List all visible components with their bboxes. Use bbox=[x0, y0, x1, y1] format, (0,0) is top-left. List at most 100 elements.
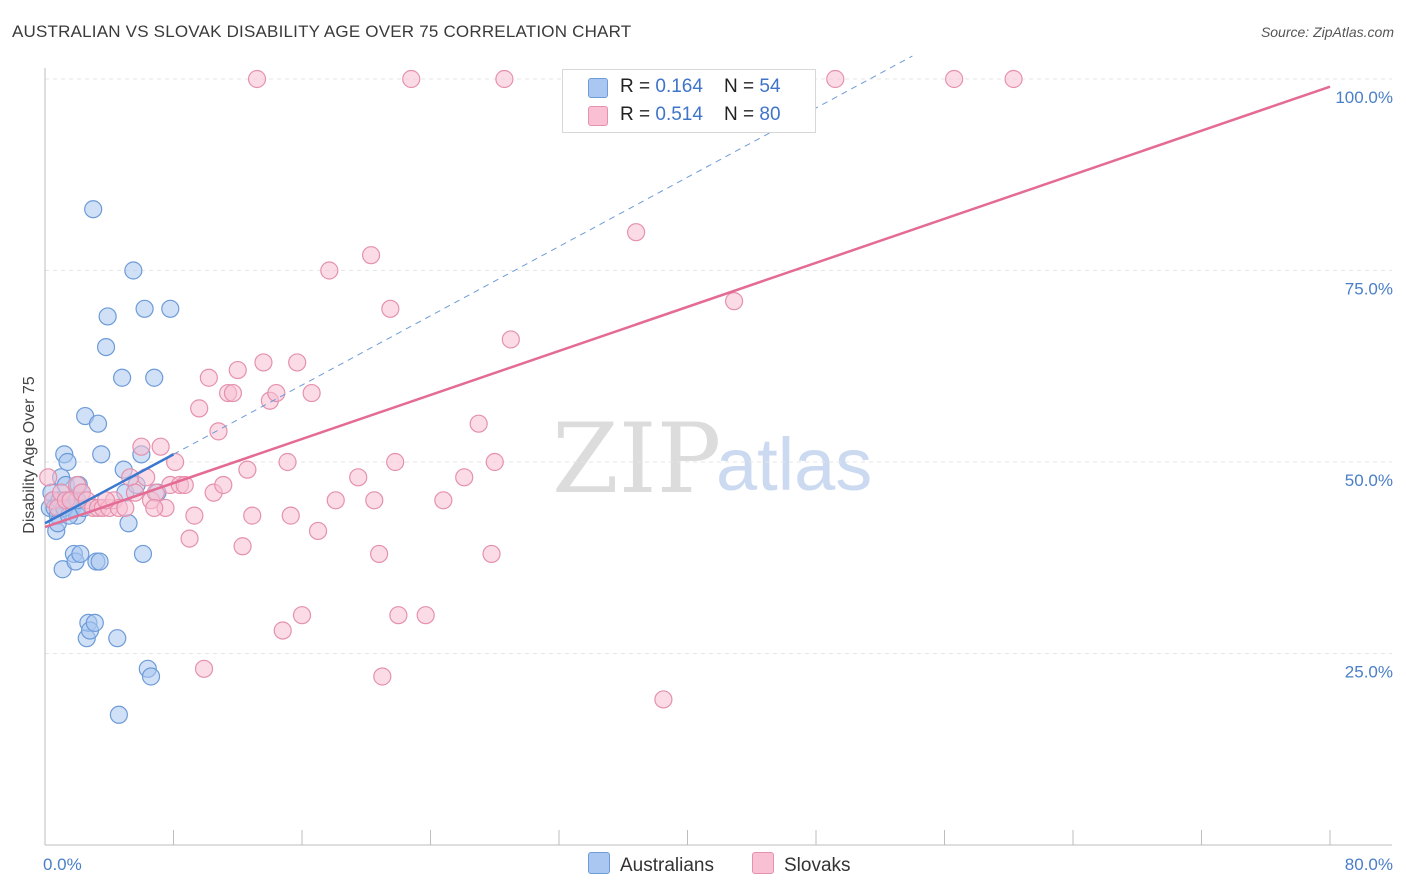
watermark-zip: ZIP bbox=[552, 403, 721, 515]
data-point bbox=[302, 383, 321, 403]
watermark: ZIP atlas bbox=[552, 403, 872, 515]
trend-lines bbox=[44, 55, 1331, 529]
data-point bbox=[180, 529, 199, 548]
data-point bbox=[132, 437, 151, 456]
data-points bbox=[39, 69, 1023, 724]
data-point bbox=[119, 514, 138, 533]
r-label: R = bbox=[620, 104, 656, 125]
x-tick-label: 0.0% bbox=[43, 855, 82, 874]
data-point bbox=[1004, 69, 1023, 89]
legend-swatch-slovaks bbox=[588, 106, 608, 126]
legend-swatch-australians bbox=[588, 78, 608, 98]
data-point bbox=[98, 307, 117, 326]
bottom-legend-slovaks[interactable]: Slovaks bbox=[752, 852, 851, 877]
data-point bbox=[469, 414, 488, 433]
data-point bbox=[254, 353, 273, 372]
chart-title: AUSTRALIAN VS SLOVAK DISABILITY AGE OVER… bbox=[12, 22, 632, 41]
data-point bbox=[90, 552, 109, 571]
data-point bbox=[654, 690, 673, 709]
data-point bbox=[320, 261, 339, 280]
legend-row-australians: R = 0.164 N = 54 bbox=[563, 73, 815, 101]
trend-line-australians-extension bbox=[173, 55, 913, 455]
data-point bbox=[308, 521, 328, 541]
y-tick-label: 50.0% bbox=[1345, 471, 1393, 490]
n-value: 54 bbox=[759, 76, 781, 97]
data-point bbox=[39, 468, 58, 487]
data-point bbox=[292, 606, 312, 625]
n-label: N = bbox=[724, 104, 760, 125]
y-tick-label: 75.0% bbox=[1345, 280, 1393, 299]
legend-row-slovaks: R = 0.514 N = 80 bbox=[563, 101, 815, 129]
data-point bbox=[434, 491, 453, 510]
data-point bbox=[92, 445, 111, 464]
data-point bbox=[724, 292, 744, 311]
data-point bbox=[281, 506, 300, 525]
data-point bbox=[145, 368, 164, 387]
data-point bbox=[370, 544, 389, 564]
gridlines bbox=[45, 78, 1392, 654]
data-point bbox=[381, 299, 400, 318]
trend-line-slovaks bbox=[44, 85, 1331, 529]
data-point bbox=[161, 299, 180, 318]
data-point bbox=[361, 246, 381, 265]
data-point bbox=[185, 506, 204, 525]
chart-source: Source: ZipAtlas.com bbox=[1260, 24, 1394, 40]
data-point bbox=[58, 452, 77, 472]
data-point bbox=[71, 544, 90, 564]
data-point bbox=[112, 368, 132, 387]
data-point bbox=[209, 422, 228, 441]
data-point bbox=[326, 491, 345, 510]
data-point bbox=[626, 223, 646, 242]
axes bbox=[44, 68, 1392, 846]
watermark-atlas: atlas bbox=[716, 423, 872, 506]
data-point bbox=[826, 69, 845, 89]
trend-line-australians bbox=[44, 453, 175, 525]
data-point bbox=[88, 414, 108, 433]
data-point bbox=[108, 629, 127, 648]
data-point bbox=[247, 69, 267, 89]
data-point bbox=[386, 452, 405, 472]
data-point bbox=[365, 491, 384, 510]
data-point bbox=[85, 613, 104, 632]
n-value: 80 bbox=[759, 104, 781, 125]
data-point bbox=[199, 368, 218, 387]
series-slovaks bbox=[39, 69, 1023, 709]
data-point bbox=[402, 69, 421, 89]
y-tick-label: 100.0% bbox=[1335, 88, 1393, 107]
legend-text-slovaks: R = 0.514 N = 80 bbox=[620, 104, 781, 126]
data-point bbox=[278, 452, 297, 472]
data-point bbox=[141, 667, 161, 686]
data-point bbox=[133, 544, 153, 564]
data-point bbox=[145, 498, 164, 518]
bottom-legend-australians[interactable]: Australians bbox=[588, 852, 714, 877]
r-value: 0.514 bbox=[655, 104, 703, 125]
n-label: N = bbox=[724, 76, 760, 97]
data-point bbox=[151, 437, 170, 456]
bottom-legend-label-australians: Australians bbox=[620, 855, 714, 876]
data-point bbox=[389, 606, 408, 625]
data-point bbox=[349, 468, 368, 487]
data-point bbox=[495, 69, 514, 89]
data-point bbox=[243, 506, 262, 525]
data-point bbox=[214, 475, 233, 495]
data-point bbox=[373, 667, 392, 686]
data-point bbox=[84, 200, 103, 219]
data-point bbox=[288, 353, 307, 372]
data-point bbox=[238, 460, 257, 479]
data-point bbox=[455, 468, 474, 487]
stats-legend: R = 0.164 N = 54 R = 0.514 N = 80 bbox=[562, 69, 816, 133]
data-point bbox=[485, 452, 504, 472]
data-point bbox=[190, 399, 209, 418]
r-label: R = bbox=[620, 76, 656, 97]
bottom-legend-swatch-australians bbox=[588, 852, 610, 874]
legend-text-australians: R = 0.164 N = 54 bbox=[620, 76, 781, 98]
data-point bbox=[194, 659, 214, 678]
data-point bbox=[124, 261, 143, 280]
data-point bbox=[233, 537, 252, 556]
data-point bbox=[273, 621, 292, 640]
data-point bbox=[501, 330, 520, 349]
data-point bbox=[267, 383, 286, 403]
tick-labels: 100.0% 75.0% 50.0% 25.0% 0.0% 80.0% bbox=[43, 88, 1393, 874]
data-point bbox=[945, 69, 964, 89]
